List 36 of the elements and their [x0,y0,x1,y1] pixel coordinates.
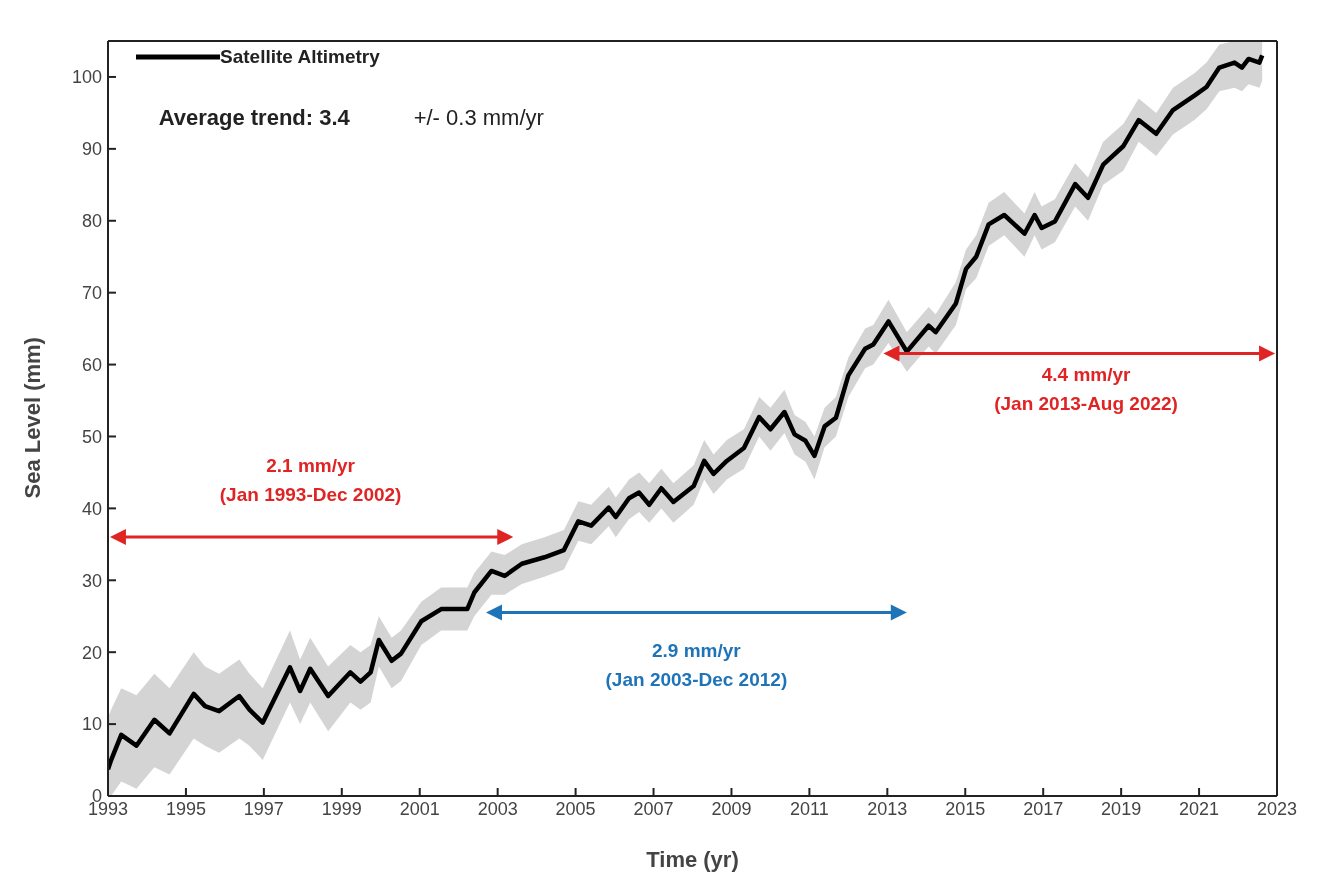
annotation: (Jan 2003-Dec 2012) [605,668,788,690]
x-tick-label: 2001 [399,798,440,819]
x-tick-label: 2019 [1101,798,1142,819]
y-tick-label: 70 [81,283,102,304]
annotation: Average trend: 3.4 [158,104,351,130]
y-tick-label: 40 [81,498,102,519]
legend-label: Satellite Altimetry [220,46,380,68]
y-tick-label: 90 [81,139,102,160]
x-tick-label: 2011 [790,798,829,819]
x-tick-label: 2003 [477,798,518,819]
x-tick-label: 1997 [243,798,284,819]
y-tick-label: 80 [81,211,102,232]
y-tick-label: 30 [81,570,102,591]
x-tick-label: 2013 [867,798,908,819]
x-tick-label: 1995 [165,798,206,819]
y-tick-label: 20 [81,642,102,663]
x-tick-label: 2007 [633,798,674,819]
y-tick-label: 60 [81,354,102,375]
x-tick-label: 2021 [1179,798,1220,819]
y-axis-title: Sea Level (mm) [19,337,45,499]
x-tick-label: 2023 [1256,798,1298,819]
annotation: +/- 0.3 mm/yr [413,104,544,130]
x-tick-label: 2009 [711,798,752,819]
x-tick-label: 2015 [945,798,986,819]
x-tick-label: 2005 [555,798,596,819]
y-tick-label: 50 [81,426,102,447]
x-tick-label: 2017 [1023,798,1064,819]
y-tick-label: 100 [71,67,102,88]
annotation: 2.9 mm/yr [652,639,742,661]
x-axis-title: Time (yr) [646,847,739,872]
annotation: (Jan 2013-Aug 2022) [994,392,1178,414]
y-tick-label: 10 [81,714,102,735]
x-tick-label: 1999 [321,798,362,819]
annotation: 4.4 mm/yr [1041,363,1132,385]
annotation: (Jan 1993-Dec 2002) [219,483,402,505]
annotation: 2.1 mm/yr [266,454,356,476]
